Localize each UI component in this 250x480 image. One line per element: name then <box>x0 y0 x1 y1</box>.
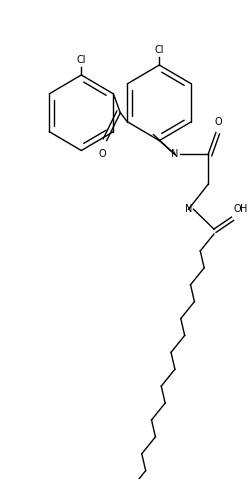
Text: Cl: Cl <box>76 55 86 65</box>
Text: Cl: Cl <box>154 45 164 55</box>
Text: H: H <box>240 204 248 214</box>
Text: O: O <box>234 204 241 214</box>
Text: N: N <box>185 204 192 214</box>
Text: O: O <box>214 117 222 127</box>
Text: O: O <box>99 148 106 158</box>
Text: N: N <box>171 149 178 159</box>
